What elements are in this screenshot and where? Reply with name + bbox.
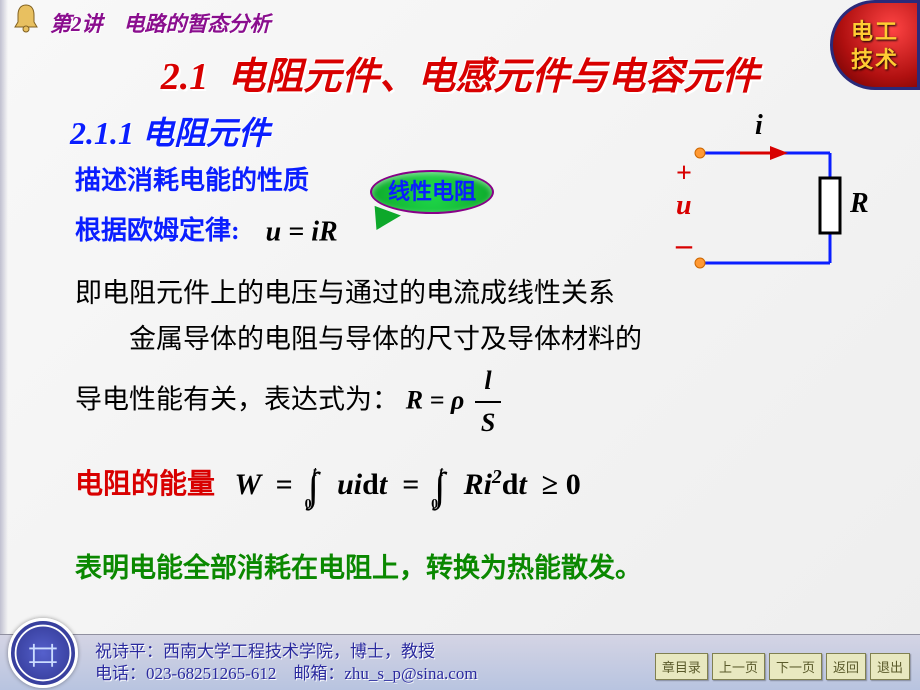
int2-lower: 0 bbox=[431, 497, 438, 512]
ohm-law-line: 根据欧姆定律: u = iR bbox=[75, 210, 845, 255]
integrand-2: Ri bbox=[464, 468, 492, 501]
int1-upper: t bbox=[313, 465, 317, 480]
toc-button[interactable]: 章目录 bbox=[655, 653, 708, 680]
description-line: 描述消耗电能的性质 bbox=[75, 160, 845, 202]
paragraph-1: 即电阻元件上的电压与通过的电流成线性关系 bbox=[75, 273, 845, 315]
frac-den: S bbox=[475, 403, 501, 443]
conclusion-text: 表明电能全部消耗在电阻上，转换为热能散发。 bbox=[75, 547, 845, 590]
resistor-label: R bbox=[850, 188, 869, 220]
section-number: 2.1 bbox=[161, 56, 209, 98]
current-label: i bbox=[755, 110, 763, 142]
footer-line2: 电话：023-68251265-612 邮箱：zhu_s_p@sina.com bbox=[95, 664, 478, 683]
eq2: = bbox=[402, 468, 419, 501]
university-logo bbox=[8, 618, 78, 688]
footer-bar: 祝诗平：西南大学工程技术学院，博士，教授 电话：023-68251265-612… bbox=[0, 634, 920, 690]
d2: d bbox=[502, 468, 519, 501]
back-button[interactable]: 返回 bbox=[826, 653, 866, 680]
frac-num: l bbox=[475, 361, 501, 403]
energy-formula: W = ∫t0 uidt = ∫t0 Ri2dt ≥ 0 bbox=[235, 455, 581, 519]
geq: ≥ 0 bbox=[542, 468, 581, 501]
next-button[interactable]: 下一页 bbox=[769, 653, 822, 680]
subsection-text: 电阻元件 bbox=[142, 115, 270, 151]
content-area: 描述消耗电能的性质 根据欧姆定律: u = iR 即电阻元件上的电压与通过的电流… bbox=[75, 160, 845, 591]
energy-line: 电阻的能量 W = ∫t0 uidt = ∫t0 Ri2dt ≥ 0 bbox=[75, 443, 845, 519]
badge-line1: 电工 bbox=[851, 19, 899, 44]
nav-button-group: 章目录 上一页 下一页 返回 退出 bbox=[655, 653, 910, 680]
eq1: = bbox=[276, 468, 293, 501]
integrand-1: ui bbox=[337, 468, 362, 501]
fraction: l S bbox=[475, 361, 501, 444]
d1: d bbox=[362, 468, 379, 501]
exit-button[interactable]: 退出 bbox=[870, 653, 910, 680]
para2a: 金属导体的电阻与导体的尺寸及导体材料的 bbox=[75, 324, 642, 354]
lecture-header: 第2讲 电路的暂态分析 bbox=[50, 8, 271, 38]
section-text: 电阻元件、电感元件与电容元件 bbox=[227, 56, 759, 98]
footer-text: 祝诗平：西南大学工程技术学院，博士，教授 电话：023-68251265-612… bbox=[95, 641, 478, 685]
int1-lower: 0 bbox=[305, 497, 312, 512]
prev-button[interactable]: 上一页 bbox=[712, 653, 765, 680]
r-lhs: R = ρ bbox=[406, 385, 465, 414]
paragraph-2: 金属导体的电阻与导体的尺寸及导体材料的 导电性能有关，表达式为： R = ρ l… bbox=[75, 319, 845, 443]
section-title: 2.1 电阻元件、电感元件与电容元件 bbox=[60, 45, 860, 100]
bell-icon bbox=[10, 2, 42, 34]
subsection-number: 2.1.1 bbox=[70, 115, 134, 151]
ohm-label: 根据欧姆定律: bbox=[75, 216, 240, 245]
para2b: 导电性能有关，表达式为： bbox=[75, 384, 399, 414]
ohm-formula: u = iR bbox=[266, 216, 338, 247]
squared: 2 bbox=[492, 467, 502, 488]
t2: t bbox=[518, 468, 526, 501]
int2-upper: t bbox=[439, 465, 443, 480]
subsection-title: 2.1.1 电阻元件 bbox=[70, 108, 270, 154]
footer-line1: 祝诗平：西南大学工程技术学院，博士，教授 bbox=[95, 642, 435, 661]
decor-stripe bbox=[0, 0, 8, 640]
w-var: W bbox=[235, 468, 261, 501]
resistivity-formula: R = ρ l S bbox=[406, 361, 506, 444]
t1: t bbox=[379, 468, 387, 501]
energy-label: 电阻的能量 bbox=[75, 463, 215, 508]
